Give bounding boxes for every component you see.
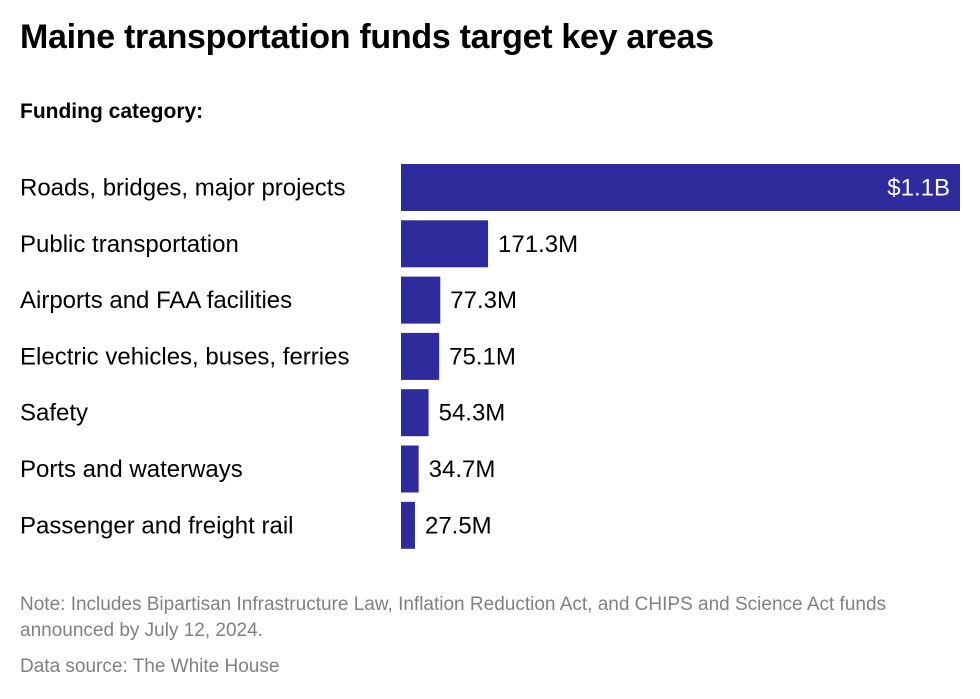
data-label: $1.1B [887,175,950,202]
bar [401,445,419,493]
bar [401,389,429,437]
category-label: Ports and waterways [20,456,243,483]
category-label: Electric vehicles, buses, ferries [20,343,349,370]
data-label: 34.7M [429,456,496,483]
chart-title: Maine transportation funds target key ar… [20,18,714,56]
bar [401,164,960,211]
category-label: Passenger and freight rail [20,512,294,539]
bar [401,332,440,380]
category-label: Safety [20,400,88,427]
data-label: 77.3M [450,287,517,314]
chart-subtitle: Funding category: [20,100,204,123]
bar [401,220,489,268]
bar [401,501,415,549]
data-label: 27.5M [425,512,492,539]
data-label: 75.1M [449,343,516,370]
category-label: Roads, bridges, major projects [20,175,345,202]
data-source: Data source: The White House [20,656,280,677]
bar-chart: Roads, bridges, major projects $1.1B Publi… [20,164,960,549]
data-label: 171.3M [498,231,578,258]
category-label: Airports and FAA facilities [20,287,292,314]
bar [401,276,441,324]
category-label: Public transportation [20,231,239,258]
chart-note: Note: Includes Bipartisan Infrastructure… [20,594,887,641]
data-label: 54.3M [439,400,506,427]
